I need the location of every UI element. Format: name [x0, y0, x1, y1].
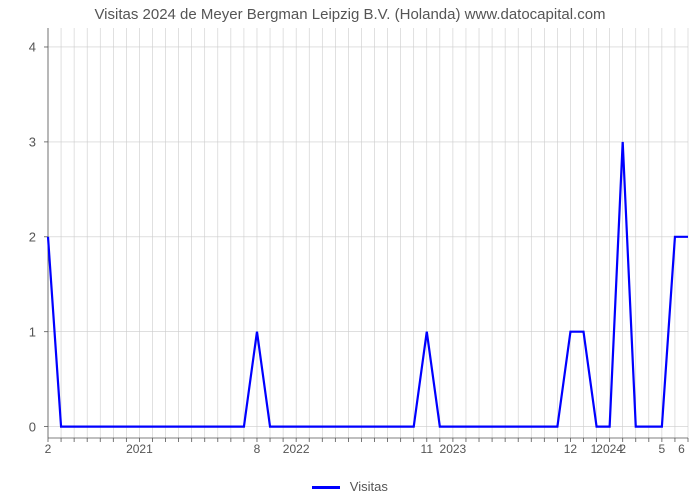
legend: Visitas	[0, 479, 700, 494]
chart-title: Visitas 2024 de Meyer Bergman Leipzig B.…	[0, 6, 700, 23]
x-tick-label: 2	[619, 442, 626, 456]
y-tick-label: 4	[29, 39, 36, 54]
x-tick-label: 6	[678, 442, 685, 456]
x-tick-label: 8	[254, 442, 261, 456]
y-tick-label: 0	[29, 419, 36, 434]
legend-swatch	[312, 486, 340, 489]
x-tick-label: 2	[45, 442, 52, 456]
y-tick-label: 3	[29, 134, 36, 149]
x-tick-label: 11	[421, 442, 433, 456]
x-axis-labels: 22021820221120231212024256	[48, 440, 688, 470]
plot-area	[48, 28, 688, 438]
legend-label: Visitas	[350, 479, 388, 494]
y-tick-label: 1	[29, 324, 36, 339]
y-tick-label: 2	[29, 229, 36, 244]
chart-svg	[48, 28, 688, 438]
x-tick-label: 5	[659, 442, 666, 456]
x-tick-label: 12	[564, 442, 577, 456]
x-tick-label: 2022	[283, 442, 310, 456]
y-axis-labels: 0 1 2 3 4	[0, 28, 42, 438]
x-tick-label: 2021	[126, 442, 153, 456]
x-tick-label: 2023	[440, 442, 467, 456]
